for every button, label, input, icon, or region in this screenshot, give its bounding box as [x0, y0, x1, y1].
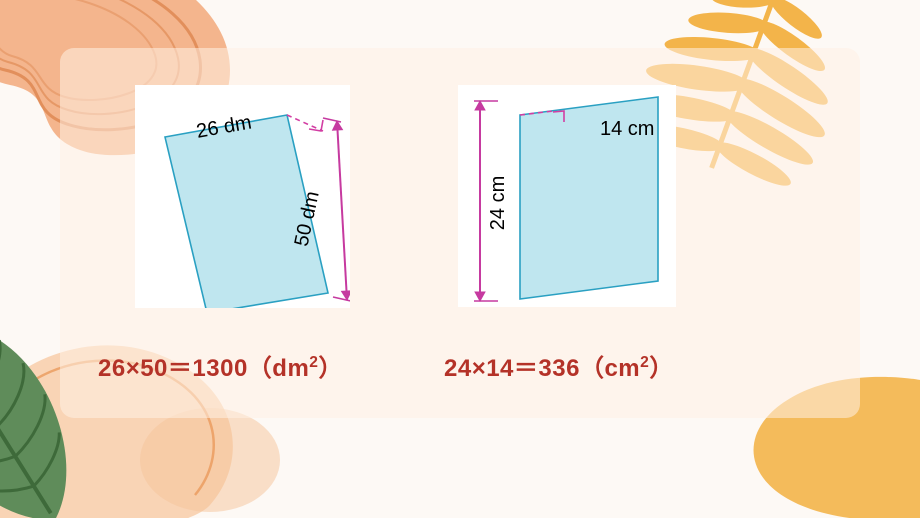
- formula-1-lhs: 26×50＝1300: [98, 355, 248, 382]
- figure-1-panel: 26 dm 50 dm: [135, 85, 350, 308]
- formula-2: 24×14＝336（cm2）: [444, 348, 674, 383]
- formula-2-lhs: 24×14＝336: [444, 355, 580, 382]
- formula-2-unit-close: ）: [649, 355, 674, 382]
- formula-2-unit-open: （cm: [580, 355, 640, 382]
- formula-1-unit-close: ）: [318, 355, 343, 382]
- figure-1-svg: 26 dm 50 dm: [135, 85, 350, 308]
- formula-2-sup: 2: [640, 354, 649, 371]
- figure-1-right-angle: [309, 120, 323, 131]
- formula-1: 26×50＝1300（dm2）: [98, 348, 343, 383]
- figure-1-dimension-line: [323, 118, 350, 301]
- figure-2-base-label: 14 cm: [600, 118, 654, 140]
- figure-2-svg: 14 cm 24 cm: [458, 85, 676, 307]
- formula-1-unit-open: （dm: [248, 355, 310, 382]
- figure-2-height-label: 24 cm: [487, 176, 509, 230]
- figure-2-panel: 14 cm 24 cm: [458, 85, 676, 307]
- figure-1-dashed-line: [287, 115, 323, 131]
